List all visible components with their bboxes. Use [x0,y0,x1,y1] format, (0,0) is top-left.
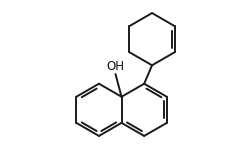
Text: OH: OH [106,60,124,73]
